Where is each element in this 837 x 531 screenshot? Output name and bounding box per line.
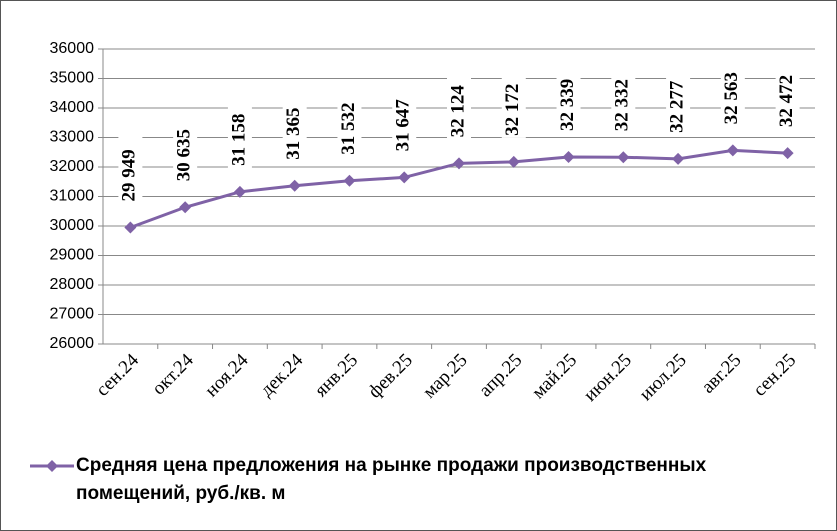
value-label-group: 32 172	[501, 67, 526, 138]
value-label: 32 172	[502, 84, 523, 136]
value-label: 32 472	[776, 75, 797, 127]
value-label-group: 30 635	[173, 113, 198, 184]
value-label: 31 647	[393, 99, 414, 152]
value-label-group: 32 124	[447, 69, 471, 140]
legend-marker	[46, 460, 58, 472]
value-label-group: 29 949	[118, 133, 143, 204]
y-tick-label: 34000	[50, 99, 95, 116]
value-label: 32 332	[612, 79, 633, 131]
y-tick-label: 35000	[50, 70, 95, 87]
value-label-group: 31 158	[227, 97, 252, 168]
value-label: 32 563	[721, 72, 742, 124]
value-label-group: 32 472	[775, 59, 800, 130]
value-label-group: 32 277	[666, 64, 691, 135]
value-label-bg	[501, 67, 526, 138]
value-label-bg	[556, 62, 581, 133]
y-tick-label: 36000	[50, 40, 95, 57]
y-tick-label: 27000	[50, 306, 95, 323]
value-label-bg	[666, 64, 691, 135]
y-tick-label: 29000	[50, 247, 95, 264]
value-label: 29 949	[119, 149, 140, 201]
value-label-group: 31 532	[337, 86, 362, 157]
value-label: 32 339	[557, 79, 578, 131]
y-tick-label: 32000	[50, 158, 95, 175]
value-label-group: 31 365	[282, 91, 307, 162]
value-label-bg	[337, 86, 362, 157]
data-point	[507, 155, 520, 168]
value-label-group: 31 647	[392, 83, 417, 154]
y-tick-label: 30000	[50, 217, 95, 234]
value-label-bg	[775, 59, 800, 130]
value-label-bg	[118, 133, 143, 204]
data-point	[398, 171, 411, 184]
value-label-bg	[611, 63, 636, 134]
value-label: 31 365	[283, 107, 304, 159]
data-point	[179, 201, 192, 214]
value-label-group: 32 332	[611, 63, 636, 134]
value-label-bg	[392, 83, 417, 154]
value-label: 32 277	[666, 80, 687, 133]
value-label: 30 635	[174, 129, 195, 181]
data-point	[124, 221, 137, 234]
legend-label: Средняя цена предложения на рынке продаж…	[76, 455, 707, 504]
data-point	[453, 157, 465, 170]
data-point	[562, 150, 575, 163]
value-label-bg	[447, 69, 471, 140]
value-label-bg	[282, 91, 307, 162]
value-label: 31 158	[228, 114, 249, 166]
y-tick-label: 26000	[50, 335, 95, 352]
y-tick-label: 28000	[50, 276, 95, 293]
data-point	[726, 144, 739, 157]
y-tick-label: 33000	[50, 129, 95, 146]
value-label-bg	[173, 113, 198, 184]
data-point	[781, 147, 794, 160]
value-label-group: 32 563	[720, 56, 745, 127]
data-point	[672, 152, 685, 165]
data-point	[288, 179, 301, 192]
value-label: 32 124	[447, 85, 468, 138]
data-point	[233, 185, 246, 198]
value-label-bg	[720, 56, 745, 127]
y-tick-label: 31000	[50, 188, 95, 205]
data-point	[617, 151, 630, 164]
data-point	[343, 174, 356, 187]
value-label-bg	[227, 97, 252, 168]
value-label-group: 32 339	[556, 62, 581, 133]
value-label: 31 532	[338, 103, 359, 155]
